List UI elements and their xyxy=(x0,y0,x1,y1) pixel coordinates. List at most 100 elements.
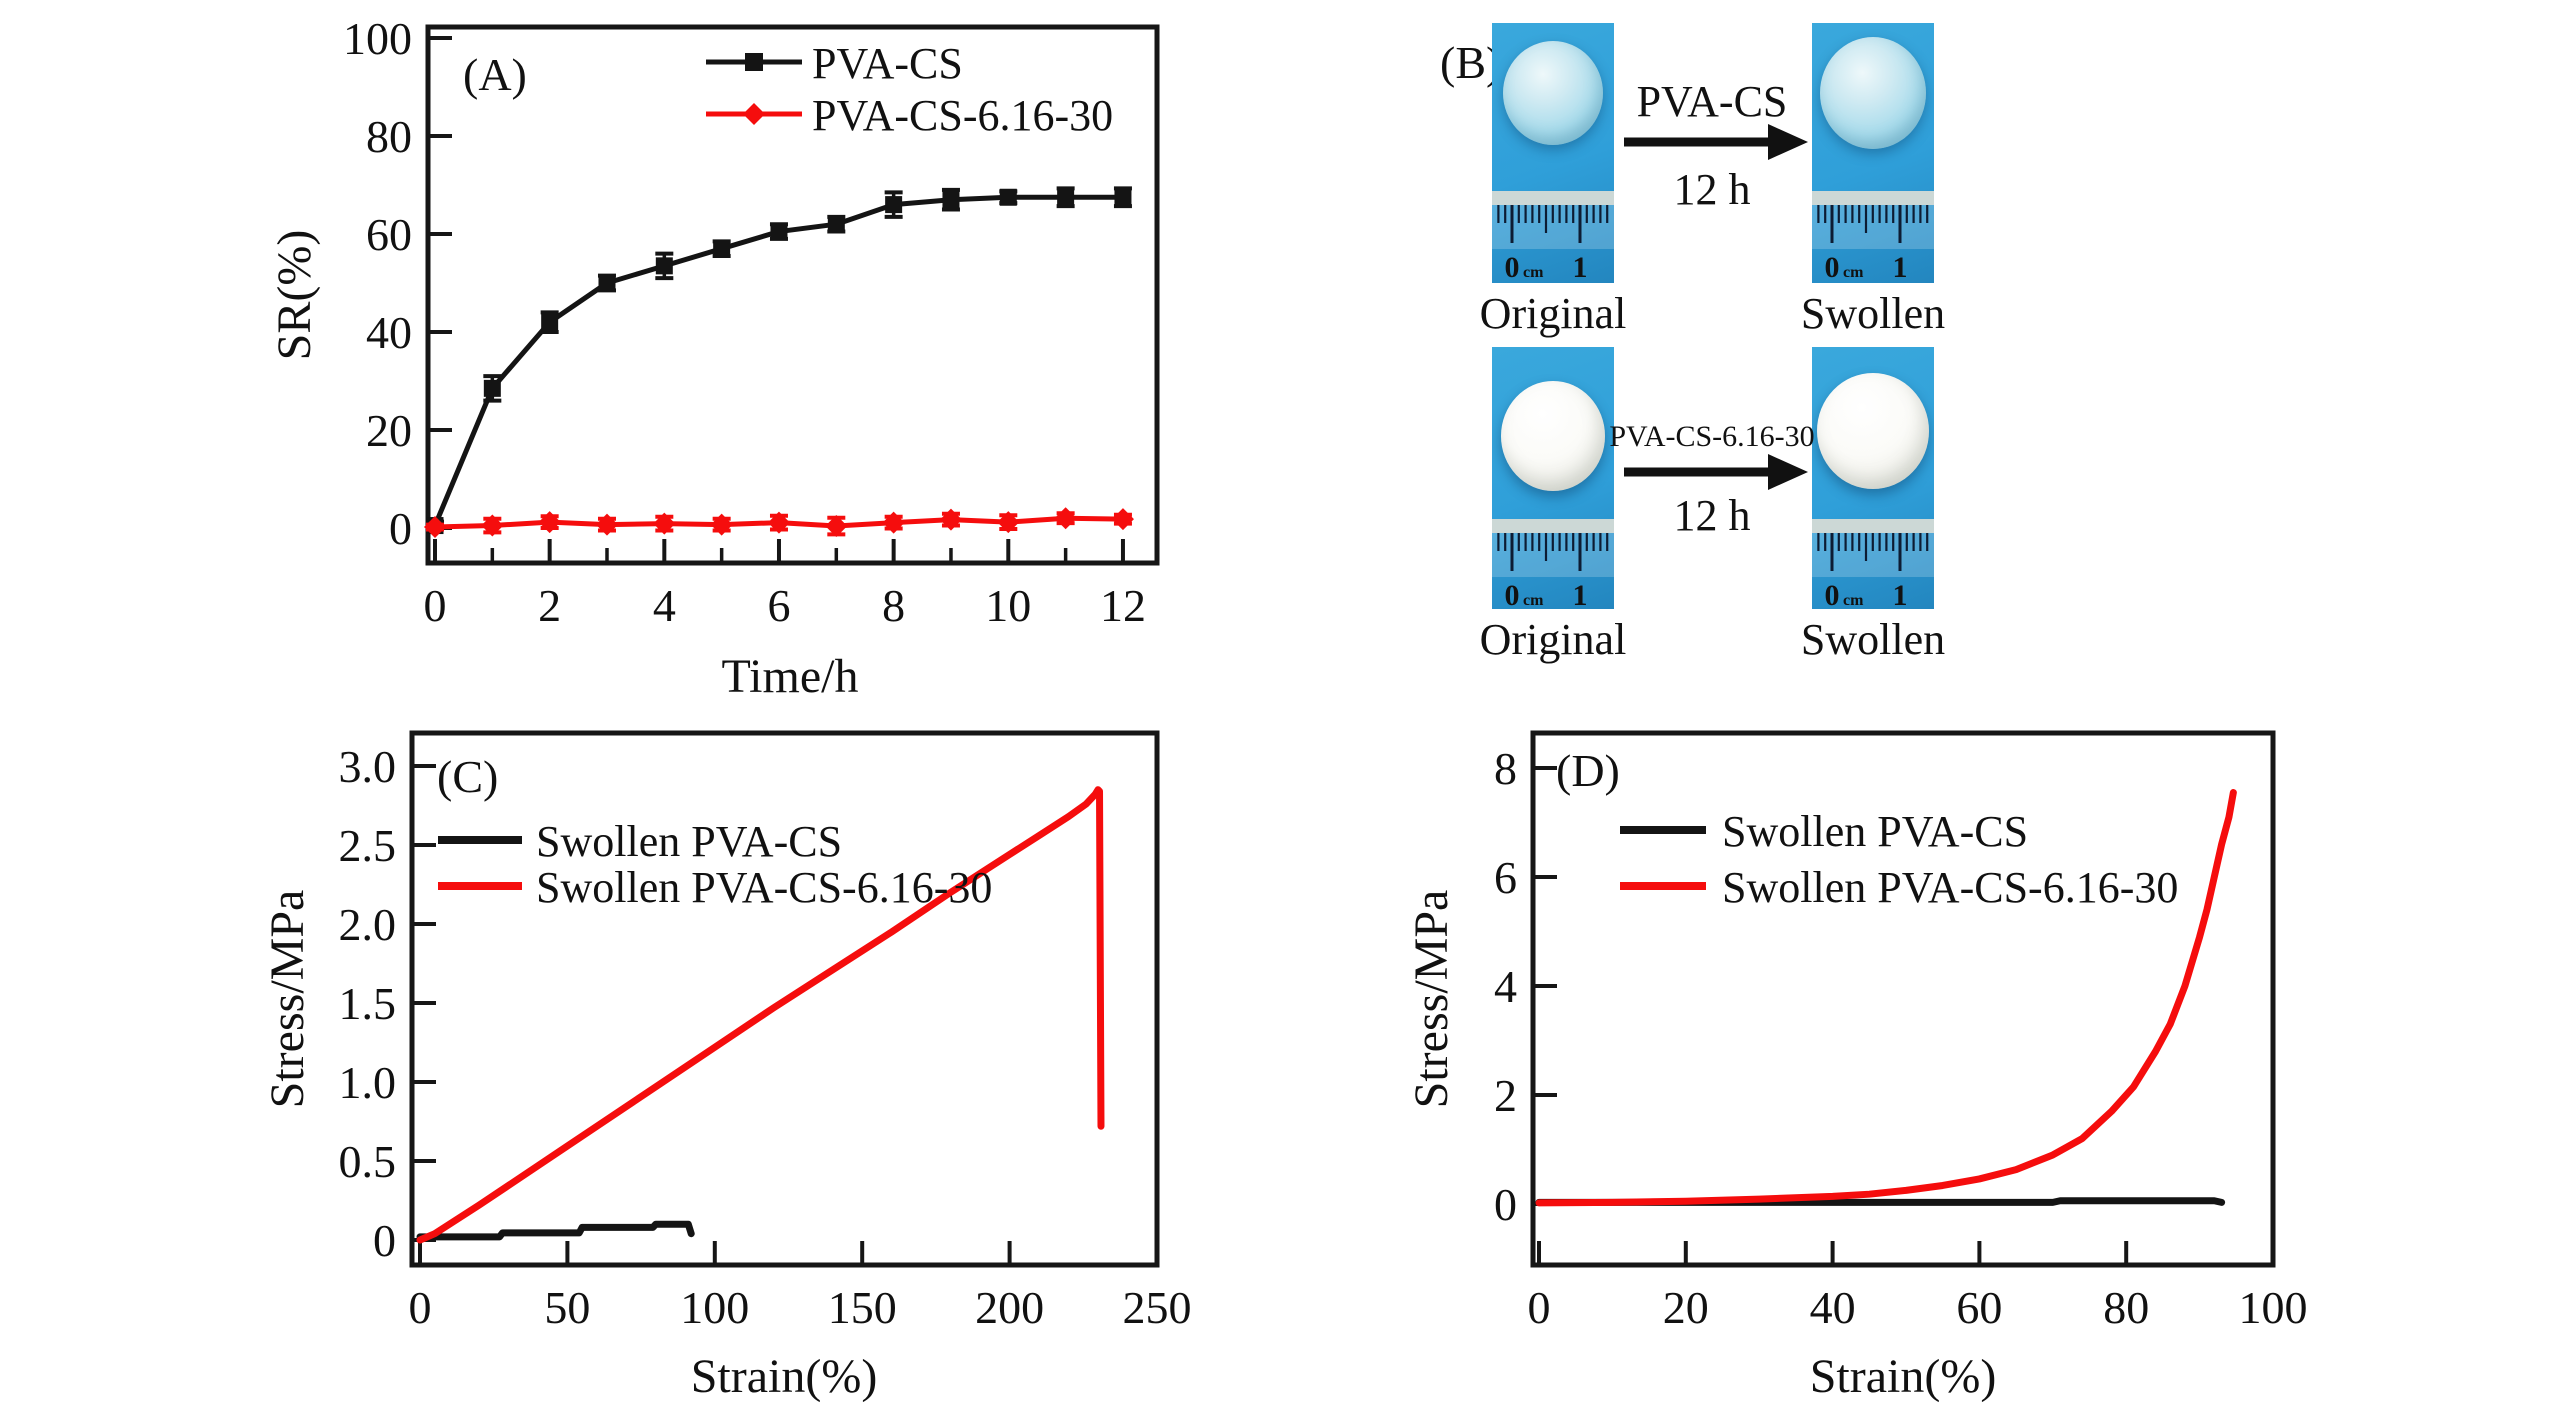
hydrogel-sphere xyxy=(1503,41,1603,145)
x-tick-label: 10 xyxy=(985,580,1031,631)
svg-text:0: 0 xyxy=(1505,579,1520,609)
y-tick-label: 4 xyxy=(1494,961,1517,1012)
arrow-top-label-row1: PVA-CS xyxy=(1636,77,1788,126)
hydrogel-sphere xyxy=(1501,381,1605,491)
y-axis-title: SR(%) xyxy=(268,230,321,361)
y-tick-label: 3.0 xyxy=(339,741,397,792)
ruler: 0 cm 1 xyxy=(1812,191,1934,283)
arrow-bottom-label-row1: 12 h xyxy=(1673,165,1751,214)
panel-letter-b: (B) xyxy=(1440,37,1502,88)
x-tick-label: 0 xyxy=(1528,1282,1551,1333)
axes-frame xyxy=(425,24,1160,566)
x-tick-label: 80 xyxy=(2103,1282,2149,1333)
arrow-bottom-label-row2: 12 h xyxy=(1673,491,1751,540)
y-tick-label: 8 xyxy=(1494,743,1517,794)
x-tick-label: 250 xyxy=(1123,1282,1192,1333)
photo-pvacs61630-swollen: 0 cm 1 xyxy=(1812,347,1934,609)
x-tick-label: 50 xyxy=(544,1282,590,1333)
svg-text:0: 0 xyxy=(1505,251,1520,283)
ruler: 0 cm 1 xyxy=(1492,519,1614,609)
x-tick-label: 150 xyxy=(828,1282,897,1333)
ruler: 0 cm 1 xyxy=(1492,191,1614,283)
x-axis-title: Strain(%) xyxy=(691,1350,878,1403)
y-axis-title: Stress/MPa xyxy=(261,890,314,1109)
caption-swollen-row1: Swollen xyxy=(1800,289,1946,338)
arrow-top-label-row2: PVA-CS-6.16-30 xyxy=(1609,420,1815,453)
svg-text:1: 1 xyxy=(1893,251,1908,283)
svg-text:1: 1 xyxy=(1573,251,1588,283)
x-tick-label: 2 xyxy=(538,580,561,631)
svg-text:cm: cm xyxy=(1843,592,1864,609)
y-tick-label: 2.0 xyxy=(339,899,397,950)
legend-label: Swollen PVA-CS xyxy=(1722,807,2028,856)
caption-original-row2: Original xyxy=(1479,615,1627,664)
series-line-swollen-pva-cs-6-16-30 xyxy=(416,786,1105,1244)
series-line-swollen-pva-cs-6-16-30 xyxy=(1535,789,2237,1207)
y-tick-label: 80 xyxy=(366,111,412,162)
y-tick-label: 2 xyxy=(1494,1070,1517,1121)
legend-label: Swollen PVA-CS-6.16-30 xyxy=(536,863,992,912)
y-tick-label: 1.5 xyxy=(339,978,397,1029)
panel-letter: (D) xyxy=(1556,745,1620,796)
y-tick-label: 1.0 xyxy=(339,1057,397,1108)
panel-letter: (A) xyxy=(463,49,527,100)
y-tick-label: 20 xyxy=(366,405,412,456)
x-tick-label: 0 xyxy=(409,1282,432,1333)
chart-panel-c: 0 50 100 150 200 250 0 0.5 1.0 1.5 2.0 2.5 3.0 Strain… xyxy=(261,730,1192,1403)
svg-text:0: 0 xyxy=(1825,579,1840,609)
caption-swollen-row2: Swollen xyxy=(1800,615,1946,664)
legend-label: PVA-CS-6.16-30 xyxy=(812,91,1113,140)
axes-frame xyxy=(409,730,1160,1268)
photo-pvacs-swollen: 0 cm 1 xyxy=(1812,23,1934,283)
x-tick-label: 6 xyxy=(767,580,790,631)
y-tick-label: 6 xyxy=(1494,852,1517,903)
hydrogel-sphere xyxy=(1817,373,1929,489)
axes-frame xyxy=(1530,730,2276,1268)
right-arrow-icon xyxy=(1624,124,1808,160)
x-tick-label: 12 xyxy=(1100,580,1146,631)
caption-original-row1: Original xyxy=(1479,289,1627,338)
svg-text:0: 0 xyxy=(1825,251,1840,283)
legend-label: Swollen PVA-CS xyxy=(536,817,842,866)
svg-text:1: 1 xyxy=(1573,579,1588,609)
y-tick-label: 0 xyxy=(373,1215,396,1266)
legend-label: PVA-CS xyxy=(812,39,963,88)
chart-panel-a: 0 2 4 6 8 10 12 0 20 40 60 80 100 Time/h SR(%) PVA-CSPV… xyxy=(268,13,1160,703)
series-line-pva-cs xyxy=(432,194,1126,529)
right-arrow-icon xyxy=(1624,454,1808,490)
x-tick-label: 100 xyxy=(680,1282,749,1333)
x-tick-label: 100 xyxy=(2239,1282,2308,1333)
y-tick-label: 40 xyxy=(366,307,412,358)
legend-label: Swollen PVA-CS-6.16-30 xyxy=(1722,863,2178,912)
svg-text:cm: cm xyxy=(1523,264,1544,281)
x-axis-title: Time/h xyxy=(722,650,859,703)
series-line-swollen-pva-cs xyxy=(1535,1197,2226,1206)
photo-pvacs61630-original: 0 cm 1 xyxy=(1492,347,1614,609)
svg-text:1: 1 xyxy=(1893,579,1908,609)
y-axis-title: Stress/MPa xyxy=(1405,890,1458,1109)
ruler: 0 cm 1 xyxy=(1812,519,1934,609)
x-tick-label: 60 xyxy=(1956,1282,2002,1333)
svg-text:cm: cm xyxy=(1523,592,1544,609)
series-line-swollen-pva-cs xyxy=(416,1220,695,1241)
x-tick-label: 40 xyxy=(1810,1282,1856,1333)
panel-letter: (C) xyxy=(437,751,498,802)
x-tick-label: 20 xyxy=(1663,1282,1709,1333)
hydrogel-sphere xyxy=(1820,37,1926,149)
svg-text:cm: cm xyxy=(1843,264,1864,281)
y-tick-label: 2.5 xyxy=(339,820,397,871)
y-tick-label: 100 xyxy=(343,13,412,64)
photo-pvacs-original: 0 cm 1 xyxy=(1492,23,1614,283)
x-tick-label: 0 xyxy=(424,580,447,631)
y-tick-label: 0.5 xyxy=(339,1136,397,1187)
x-tick-label: 4 xyxy=(653,580,676,631)
x-tick-label: 8 xyxy=(882,580,905,631)
x-tick-label: 200 xyxy=(975,1282,1044,1333)
y-tick-label: 0 xyxy=(389,503,412,554)
y-tick-label: 60 xyxy=(366,209,412,260)
chart-panel-d: 0 20 40 60 80 100 0 2 4 6 8 Strain(%) Stress/MPa Swol… xyxy=(1405,730,2308,1403)
y-tick-label: 0 xyxy=(1494,1179,1517,1230)
x-axis-title: Strain(%) xyxy=(1810,1350,1997,1403)
